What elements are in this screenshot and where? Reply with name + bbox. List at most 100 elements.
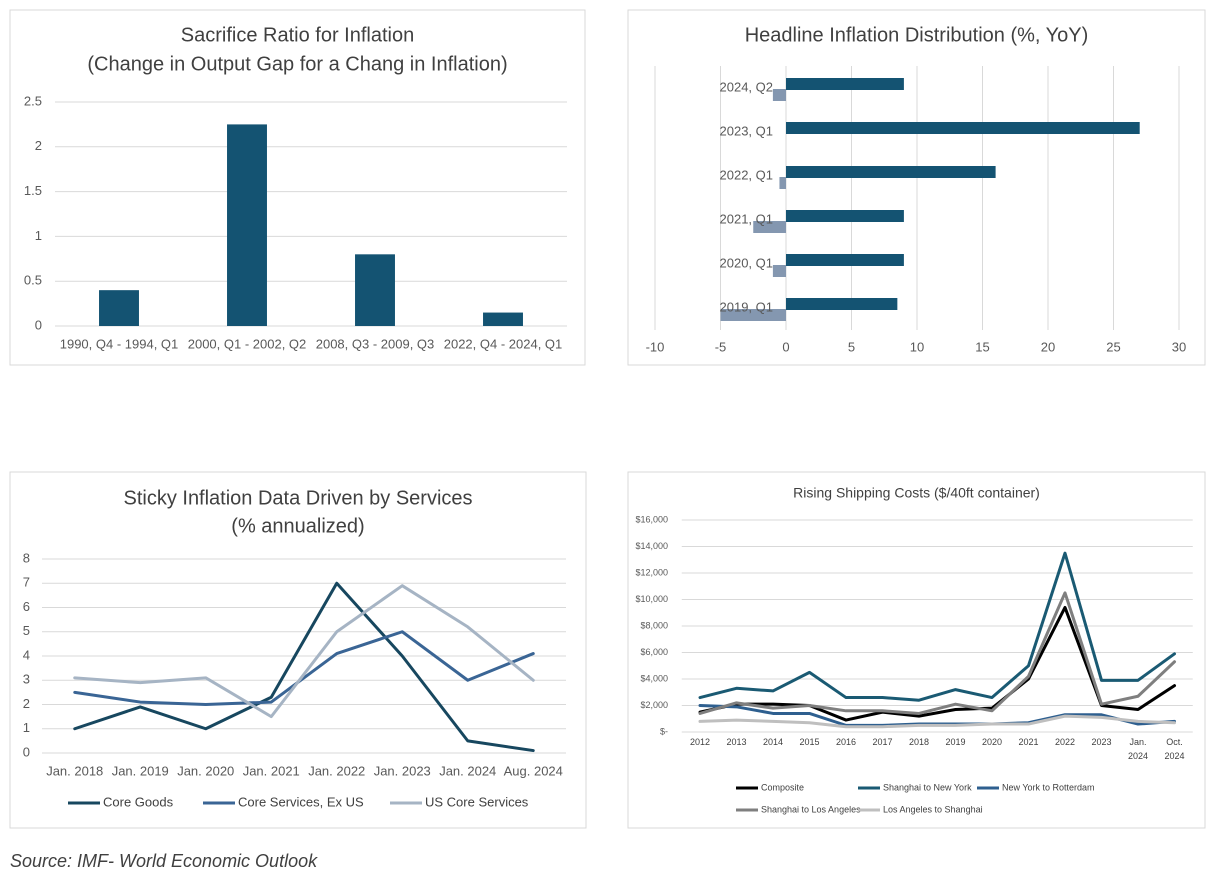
bar [227,124,267,327]
x-tick-label: 2023 [1091,737,1112,747]
x-tick-label: Jan. 2024 [1127,737,1149,761]
y-tick-label: 2023, Q1 [720,123,774,138]
bar [786,254,904,266]
y-tick-label: $8,000 [640,620,668,630]
legend-label: Los Angeles to Shanghai [883,804,983,814]
x-tick-label: 0 [782,339,789,354]
x-tick-label: Jan. 2021 [243,763,300,778]
x-tick-label-text: 2013 [726,737,747,747]
bar [779,177,786,189]
y-tick-label: 2 [23,696,30,711]
y-tick-label: 8 [23,550,30,565]
y-tick-label: 2022, Q1 [720,167,774,182]
y-tick-label: 2 [35,138,42,153]
bar [772,265,786,277]
x-tick-label: 2013 [726,737,747,747]
y-tick-label: $14,000 [635,541,668,551]
x-tick-label-text: Oct. 2024 [1164,737,1185,761]
y-tick-label: 6 [23,599,30,614]
y-tick-label: $- [660,726,668,736]
bar [753,221,786,233]
series-line [73,630,535,706]
x-tick-label: 10 [910,339,924,354]
y-tick-label: 1.5 [24,183,42,198]
x-tick-label: 2015 [799,737,820,747]
x-tick-label: 15 [975,339,989,354]
chart-frame [627,471,1206,829]
y-tick-label: 7 [23,575,30,590]
x-tick-label: 2000, Q1 - 2002, Q2 [188,336,307,351]
y-tick-label: $6,000 [640,647,668,657]
bar [786,210,904,222]
y-tick-label: 2021, Q1 [720,211,774,226]
bar [786,298,898,310]
chart-title: Sticky Inflation Data Driven by Services [123,487,472,509]
x-tick-label: 2008, Q3 - 2009, Q3 [316,336,435,351]
x-tick-label: Oct. 2024 [1164,737,1185,761]
bar [772,89,786,101]
chart-title: Rising Shipping Costs ($/40ft container) [793,485,1040,501]
x-tick-label: 25 [1106,339,1120,354]
x-tick-label: Jan. 2023 [374,763,431,778]
source-note: Source: IMF- World Economic Outlook [10,851,318,871]
x-tick-label: 2012 [690,737,710,747]
y-tick-label: 0 [23,744,30,759]
y-tick-label: 4 [23,647,30,662]
x-tick-label: -10 [646,339,665,354]
chart-subtitle: (Change in Output Gap for a Chang in Inf… [87,53,507,75]
y-tick-label: 2019, Q1 [720,299,774,314]
y-tick-label: 0.5 [24,273,42,288]
legend-label: Shanghai to New York [883,782,972,792]
x-tick-label: 2021 [1018,737,1039,747]
y-tick-label: $12,000 [635,567,668,577]
x-tick-label: 2020 [982,737,1002,747]
y-tick-label: 2.5 [24,93,42,108]
x-tick-label: -5 [715,339,727,354]
legend-label: Core Goods [103,794,174,809]
chart-title: Headline Inflation Distribution (%, YoY) [745,24,1089,46]
bar [355,254,395,326]
x-tick-label-text: 2022 [1054,737,1076,747]
x-tick-label: 2019 [945,737,966,747]
chart-title: Sacrifice Ratio for Inflation [181,24,414,46]
y-tick-label: 5 [23,623,30,638]
y-tick-label: $10,000 [635,594,668,604]
x-tick-label: 2017 [872,737,893,747]
legend-label: Core Services, Ex US [238,794,364,809]
x-tick-label: 30 [1172,339,1186,354]
x-tick-label-text: 2015 [799,737,820,747]
legend-label: Composite [761,782,804,792]
series-line [698,591,1176,715]
series-line [73,584,535,719]
x-tick-label-text: 2023 [1091,737,1112,747]
x-tick-label-text: Jan. 2024 [1127,737,1149,761]
x-tick-label-text: 2016 [835,737,857,747]
x-tick-label-text: 2014 [762,737,784,747]
y-tick-label: $2,000 [640,700,668,710]
y-tick-label: 2024, Q2 [720,79,774,94]
series-line [73,581,535,753]
x-tick-label: 20 [1041,339,1055,354]
bar [483,312,523,326]
y-tick-label: 3 [23,672,30,687]
bar [786,122,1140,134]
legend-label: US Core Services [425,794,529,809]
y-tick-label: 2020, Q1 [720,255,774,270]
y-tick-label: 1 [23,720,30,735]
x-tick-label: Jan. 2020 [177,763,234,778]
x-tick-label-text: 2018 [908,737,930,747]
legend-label: New York to Rotterdam [1002,782,1095,792]
bar [786,78,904,90]
legend-label: Shanghai to Los Angeles [761,804,861,814]
x-tick-label-text: 2017 [872,737,893,747]
x-tick-label-text: 2021 [1018,737,1039,747]
x-tick-label: 2014 [762,737,784,747]
bar [720,309,786,321]
x-tick-label-text: 2019 [945,737,966,747]
x-tick-label: Jan. 2022 [308,763,365,778]
x-tick-label: 2022 [1054,737,1076,747]
x-tick-label: 2016 [835,737,857,747]
bar [786,166,996,178]
series-line [698,714,1176,729]
